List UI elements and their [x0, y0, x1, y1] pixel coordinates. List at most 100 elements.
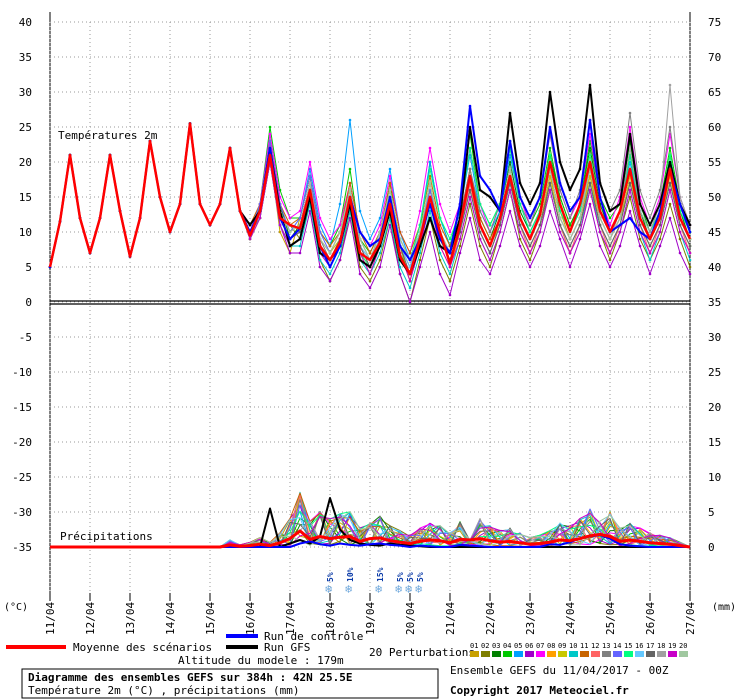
left-unit-label: (°C)	[4, 602, 28, 613]
perturbation-06-temp-line-point	[418, 265, 422, 269]
perturbation-04-temp-line-point	[548, 146, 552, 150]
perturbation-07-temp-line-point	[428, 146, 432, 150]
control-temp-line-point	[618, 223, 622, 227]
control-temp-line-point	[288, 237, 292, 241]
perturbation-07-temp-line-point	[288, 216, 292, 220]
perturbation-07-temp-line-point	[588, 132, 592, 136]
perturbation-19-temp-line-point	[618, 230, 622, 234]
perturbation-20-temp-line-point	[568, 237, 572, 241]
perturbation-10-temp-line-point	[428, 209, 432, 213]
perturbation-17-temp-line-point	[598, 223, 602, 227]
perturbation-legend: 01 02 03 04 05 06 07 08 09 10 11 12 13 14 15 16 17 18 19 20	[470, 642, 688, 657]
gfs-temp-line-point	[588, 83, 592, 87]
perturbation-13-temp-line-point	[558, 188, 562, 192]
perturbation-legend-label: 01	[470, 642, 478, 650]
right-tick-label: 20	[708, 401, 721, 414]
perturbation-10-temp-line-point	[338, 251, 342, 255]
control-temp-line-point	[488, 188, 492, 192]
perturbation-20-temp-line-point	[328, 251, 332, 255]
perturbation-02-temp-line-point	[378, 258, 382, 262]
legend-control-label: Run de contrôle	[264, 630, 363, 643]
snowflake-icon: ❄	[375, 582, 382, 596]
perturbation-06-temp-line-point	[378, 265, 382, 269]
gfs-temp-line-point	[468, 125, 472, 129]
perturbation-06-temp-line-point	[328, 279, 332, 283]
perturbation-19-temp-line-point	[278, 223, 282, 227]
altitude-label: Altitude du modele : 179m	[178, 654, 344, 667]
perturbation-18-temp-line-point	[668, 83, 672, 87]
perturbation-19-temp-line-point	[668, 188, 672, 192]
perturbation-legend-swatch	[558, 651, 567, 657]
perturbation-17-temp-line-point	[518, 223, 522, 227]
perturbation-17-temp-line-point	[468, 188, 472, 192]
perturbation-02-temp-line-point	[638, 237, 642, 241]
perturbation-06-temp-line-point	[338, 258, 342, 262]
copyright: Copyright 2017 Meteociel.fr	[450, 684, 629, 697]
date-label: 15/04	[204, 602, 217, 635]
gfs-temp-line-point	[638, 202, 642, 206]
control-temp-line-point	[678, 202, 682, 206]
perturbation-13-temp-line-point	[668, 125, 672, 129]
perturbation-17-temp-line-point	[658, 223, 662, 227]
date-label: 25/04	[604, 602, 617, 635]
perturbation-14-temp-line-point	[308, 174, 312, 178]
perturbation-19-temp-line-point	[578, 230, 582, 234]
left-tick-label: 20	[19, 156, 32, 169]
perturbation-06-temp-line-point	[488, 272, 492, 276]
perturbation-06-temp-line-point	[398, 272, 402, 276]
perturbation-20-temp-line-point	[608, 237, 612, 241]
perturbation-07-temp-line-point	[338, 223, 342, 227]
perturbation-11-temp-line-point	[328, 244, 332, 248]
perturbation-04-temp-line-point	[668, 146, 672, 150]
perturbation-10-temp-line-point	[398, 265, 402, 269]
left-tick-label: -5	[19, 331, 32, 344]
date-label: 20/04	[404, 602, 417, 635]
right-tick-label: 10	[708, 471, 721, 484]
right-tick-label: 75	[708, 16, 721, 29]
precipitation-title: Précipitations	[60, 530, 153, 543]
perturbation-legend-swatch	[481, 651, 490, 657]
perturbation-19-temp-line-point	[518, 230, 522, 234]
perturbation-20-temp-line-point	[508, 167, 512, 171]
perturbation-04-temp-line-point	[608, 216, 612, 220]
left-tick-label: 10	[19, 226, 32, 239]
gfs-temp-line-point	[298, 237, 302, 241]
perturbation-19-temp-line-point	[368, 272, 372, 276]
date-label: 17/04	[284, 602, 297, 635]
perturbation-legend-swatch	[470, 651, 479, 657]
control-temp-line-point	[328, 265, 332, 269]
perturbation-legend-label: 17	[646, 642, 654, 650]
perturbation-13-temp-line-point	[648, 216, 652, 220]
perturbation-10-temp-line-point	[318, 258, 322, 262]
perturbation-19-temp-line-point	[608, 251, 612, 255]
gfs-temp-line-point	[248, 223, 252, 227]
gfs-temp-line-point	[608, 209, 612, 213]
perturbation-17-temp-line-point	[588, 181, 592, 185]
perturbation-legend-swatch	[580, 651, 589, 657]
perturbation-07-temp-line-point	[608, 223, 612, 227]
control-temp-line-point	[448, 251, 452, 255]
perturbation-19-temp-line-point	[468, 195, 472, 199]
perturbation-14-temp-line-point	[298, 216, 302, 220]
perturbation-04-temp-line-point	[348, 167, 352, 171]
gfs-temp-line-point	[668, 160, 672, 164]
perturbation-legend-label: 12	[591, 642, 599, 650]
perturbation-14-temp-line-point	[268, 139, 272, 143]
right-tick-label: 35	[708, 296, 721, 309]
perturbation-18-temp-line-point	[628, 146, 632, 150]
perturbation-17-temp-line-point	[568, 244, 572, 248]
perturbation-17-temp-line-point	[628, 181, 632, 185]
perturbation-06-temp-line-point	[548, 209, 552, 213]
control-temp-line-point	[268, 146, 272, 150]
gfs-temp-line-point	[518, 181, 522, 185]
gfs-temp-line-point	[488, 195, 492, 199]
perturbation-legend-label: 20	[679, 642, 687, 650]
perturbation-19-temp-line-point	[678, 230, 682, 234]
gfs-temp-line-point	[368, 265, 372, 269]
perturbation-01-temp-line-point	[278, 230, 282, 234]
snowflake-icon: ❄	[395, 582, 402, 596]
perturbation-06-temp-line-point	[298, 251, 302, 255]
footer-box	[21, 668, 439, 699]
right-tick-label: 50	[708, 191, 721, 204]
